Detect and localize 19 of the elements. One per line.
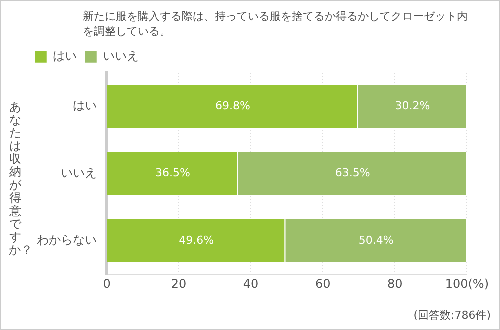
data-label: 69.8% <box>215 99 250 112</box>
data-label: 30.2% <box>395 99 430 112</box>
chart-title: 新たに服を購入する際は、持っている服を捨てるか得るかしてクローゼット内を調整している。 <box>83 9 469 39</box>
x-tick-label: 0 <box>103 276 111 291</box>
y-tick-label: いいえ <box>61 166 97 180</box>
y-tick-label: はい <box>73 98 97 113</box>
data-label: 63.5% <box>335 166 370 180</box>
data-label: 50.4% <box>358 234 394 247</box>
y-tick-label: わからない <box>37 233 97 248</box>
data-label: 36.5% <box>156 166 190 180</box>
x-tick-label: 100(%) <box>445 276 489 291</box>
x-tick-label: 80 <box>387 276 403 291</box>
x-tick-label: 60 <box>315 276 331 291</box>
text: (回答数:786件) <box>414 308 491 323</box>
x-tick-label: 20 <box>171 276 187 291</box>
data-label: 49.6% <box>179 234 214 247</box>
legend-label: いいえ <box>103 49 139 64</box>
x-tick-label: 40 <box>243 276 259 291</box>
text: あなたは収納が得意ですか？ <box>9 100 33 257</box>
